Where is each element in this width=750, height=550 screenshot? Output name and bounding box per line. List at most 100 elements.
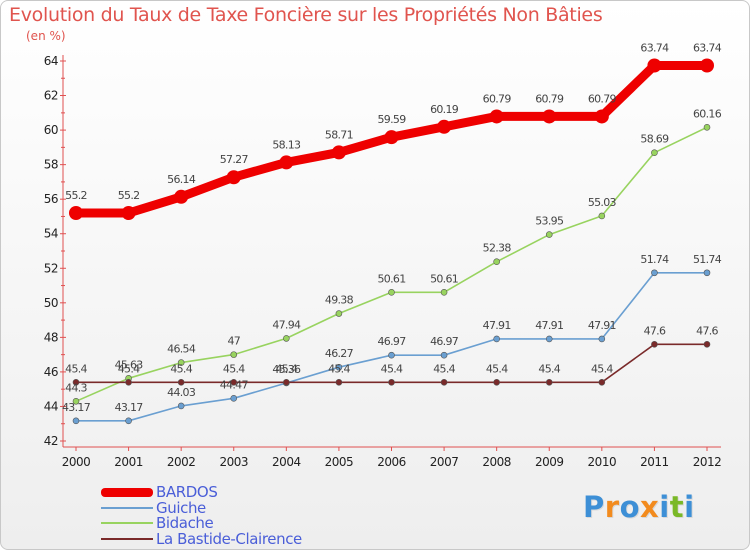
data-point bbox=[230, 378, 238, 386]
y-tick-label: 60 bbox=[44, 123, 58, 137]
data-label: 45.36 bbox=[272, 363, 301, 376]
data-label: 47.91 bbox=[535, 319, 563, 332]
data-label: 45.4 bbox=[275, 362, 297, 375]
data-point bbox=[647, 58, 662, 73]
data-label: 44.47 bbox=[220, 378, 249, 391]
data-label: 45.4 bbox=[381, 362, 403, 375]
data-point bbox=[384, 130, 399, 145]
data-point bbox=[72, 417, 80, 425]
legend-swatch bbox=[101, 522, 153, 524]
data-point bbox=[283, 335, 290, 342]
x-tick-label: 2012 bbox=[693, 455, 722, 469]
data-label: 58.71 bbox=[325, 128, 353, 141]
data-point bbox=[226, 170, 241, 185]
data-label: 59.59 bbox=[378, 113, 407, 126]
legend-swatch bbox=[101, 506, 153, 509]
data-point bbox=[700, 58, 714, 73]
data-point bbox=[335, 310, 343, 317]
data-point bbox=[703, 269, 711, 277]
data-point bbox=[72, 378, 80, 386]
data-point bbox=[335, 363, 343, 371]
logo-letter: o bbox=[619, 490, 641, 524]
x-tick-label: 2004 bbox=[272, 455, 301, 469]
data-point bbox=[177, 378, 185, 386]
x-tick-label: 2001 bbox=[114, 455, 143, 469]
x-tick-label: 2010 bbox=[588, 455, 617, 469]
data-label: 46.54 bbox=[167, 343, 196, 356]
data-point bbox=[545, 335, 553, 343]
data-label: 49.38 bbox=[325, 294, 354, 307]
x-tick-label: 2003 bbox=[219, 455, 248, 469]
x-tick-label: 2007 bbox=[430, 455, 459, 469]
data-point bbox=[230, 395, 238, 402]
data-label: 50.61 bbox=[430, 272, 458, 285]
data-point bbox=[489, 109, 504, 124]
data-label: 55.03 bbox=[588, 196, 617, 209]
data-point bbox=[440, 378, 448, 386]
legend-label: Guiche bbox=[156, 498, 206, 517]
data-point bbox=[598, 335, 606, 343]
data-label: 46.27 bbox=[325, 347, 354, 360]
data-label: 47 bbox=[227, 335, 240, 348]
data-point bbox=[335, 378, 343, 386]
data-label: 60.79 bbox=[483, 92, 512, 105]
logo-letter: i bbox=[684, 490, 695, 524]
data-label: 45.4 bbox=[328, 362, 350, 375]
x-tick-label: 2008 bbox=[482, 455, 511, 469]
logo-letter: x bbox=[640, 490, 660, 524]
data-point bbox=[594, 109, 609, 124]
data-label: 45.4 bbox=[170, 362, 192, 375]
data-point bbox=[230, 351, 238, 358]
data-label: 58.13 bbox=[272, 138, 301, 151]
data-point bbox=[331, 145, 346, 160]
data-label: 46.97 bbox=[430, 335, 459, 348]
y-tick-label: 64 bbox=[44, 54, 58, 68]
data-point bbox=[493, 335, 500, 343]
x-tick-label: 2005 bbox=[325, 455, 354, 469]
data-point bbox=[437, 119, 452, 134]
data-label: 47.6 bbox=[696, 324, 718, 337]
data-label: 45.4 bbox=[433, 362, 455, 375]
chart-title: Evolution du Taux de Taxe Foncière sur l… bbox=[9, 4, 603, 26]
series-line-bidache bbox=[75, 126, 708, 403]
data-point bbox=[493, 378, 500, 386]
data-label: 45.63 bbox=[115, 358, 144, 371]
x-tick-label: 2006 bbox=[377, 455, 406, 469]
data-label: 45.4 bbox=[538, 362, 560, 375]
data-point bbox=[545, 231, 553, 238]
data-point bbox=[69, 206, 83, 220]
data-point bbox=[177, 402, 185, 410]
data-label: 47.94 bbox=[272, 318, 301, 331]
logo-letter: t bbox=[669, 490, 685, 524]
data-point bbox=[651, 340, 658, 348]
data-point bbox=[388, 288, 395, 296]
data-point bbox=[125, 417, 132, 425]
data-label: 60.16 bbox=[693, 107, 722, 120]
data-label: 47.91 bbox=[483, 319, 511, 332]
y-tick-label: 54 bbox=[44, 227, 58, 241]
data-label: 51.74 bbox=[693, 253, 722, 266]
data-label: 47.6 bbox=[644, 324, 666, 337]
y-tick-label: 50 bbox=[44, 296, 58, 310]
data-point bbox=[703, 340, 711, 348]
y-tick-label: 46 bbox=[44, 365, 58, 379]
proxiti-logo: Proxiti bbox=[583, 490, 695, 524]
data-point bbox=[703, 124, 711, 131]
legend-label: BARDOS bbox=[156, 483, 218, 501]
y-tick-label: 56 bbox=[44, 192, 58, 206]
legend-label: Bidache bbox=[156, 514, 214, 532]
data-label: 60.79 bbox=[535, 92, 564, 105]
y-tick-label: 44 bbox=[44, 399, 58, 413]
data-point bbox=[542, 109, 557, 124]
logo-letter: i bbox=[659, 490, 670, 524]
data-point bbox=[125, 378, 132, 386]
data-label: 46.97 bbox=[378, 335, 407, 348]
data-label: 47.91 bbox=[588, 319, 616, 332]
data-label: 44.03 bbox=[167, 386, 196, 399]
logo-letter: P bbox=[583, 490, 605, 524]
data-label: 60.19 bbox=[430, 103, 459, 116]
x-tick-label: 2000 bbox=[62, 455, 91, 469]
data-point bbox=[651, 269, 658, 277]
data-label: 55.2 bbox=[118, 189, 140, 202]
